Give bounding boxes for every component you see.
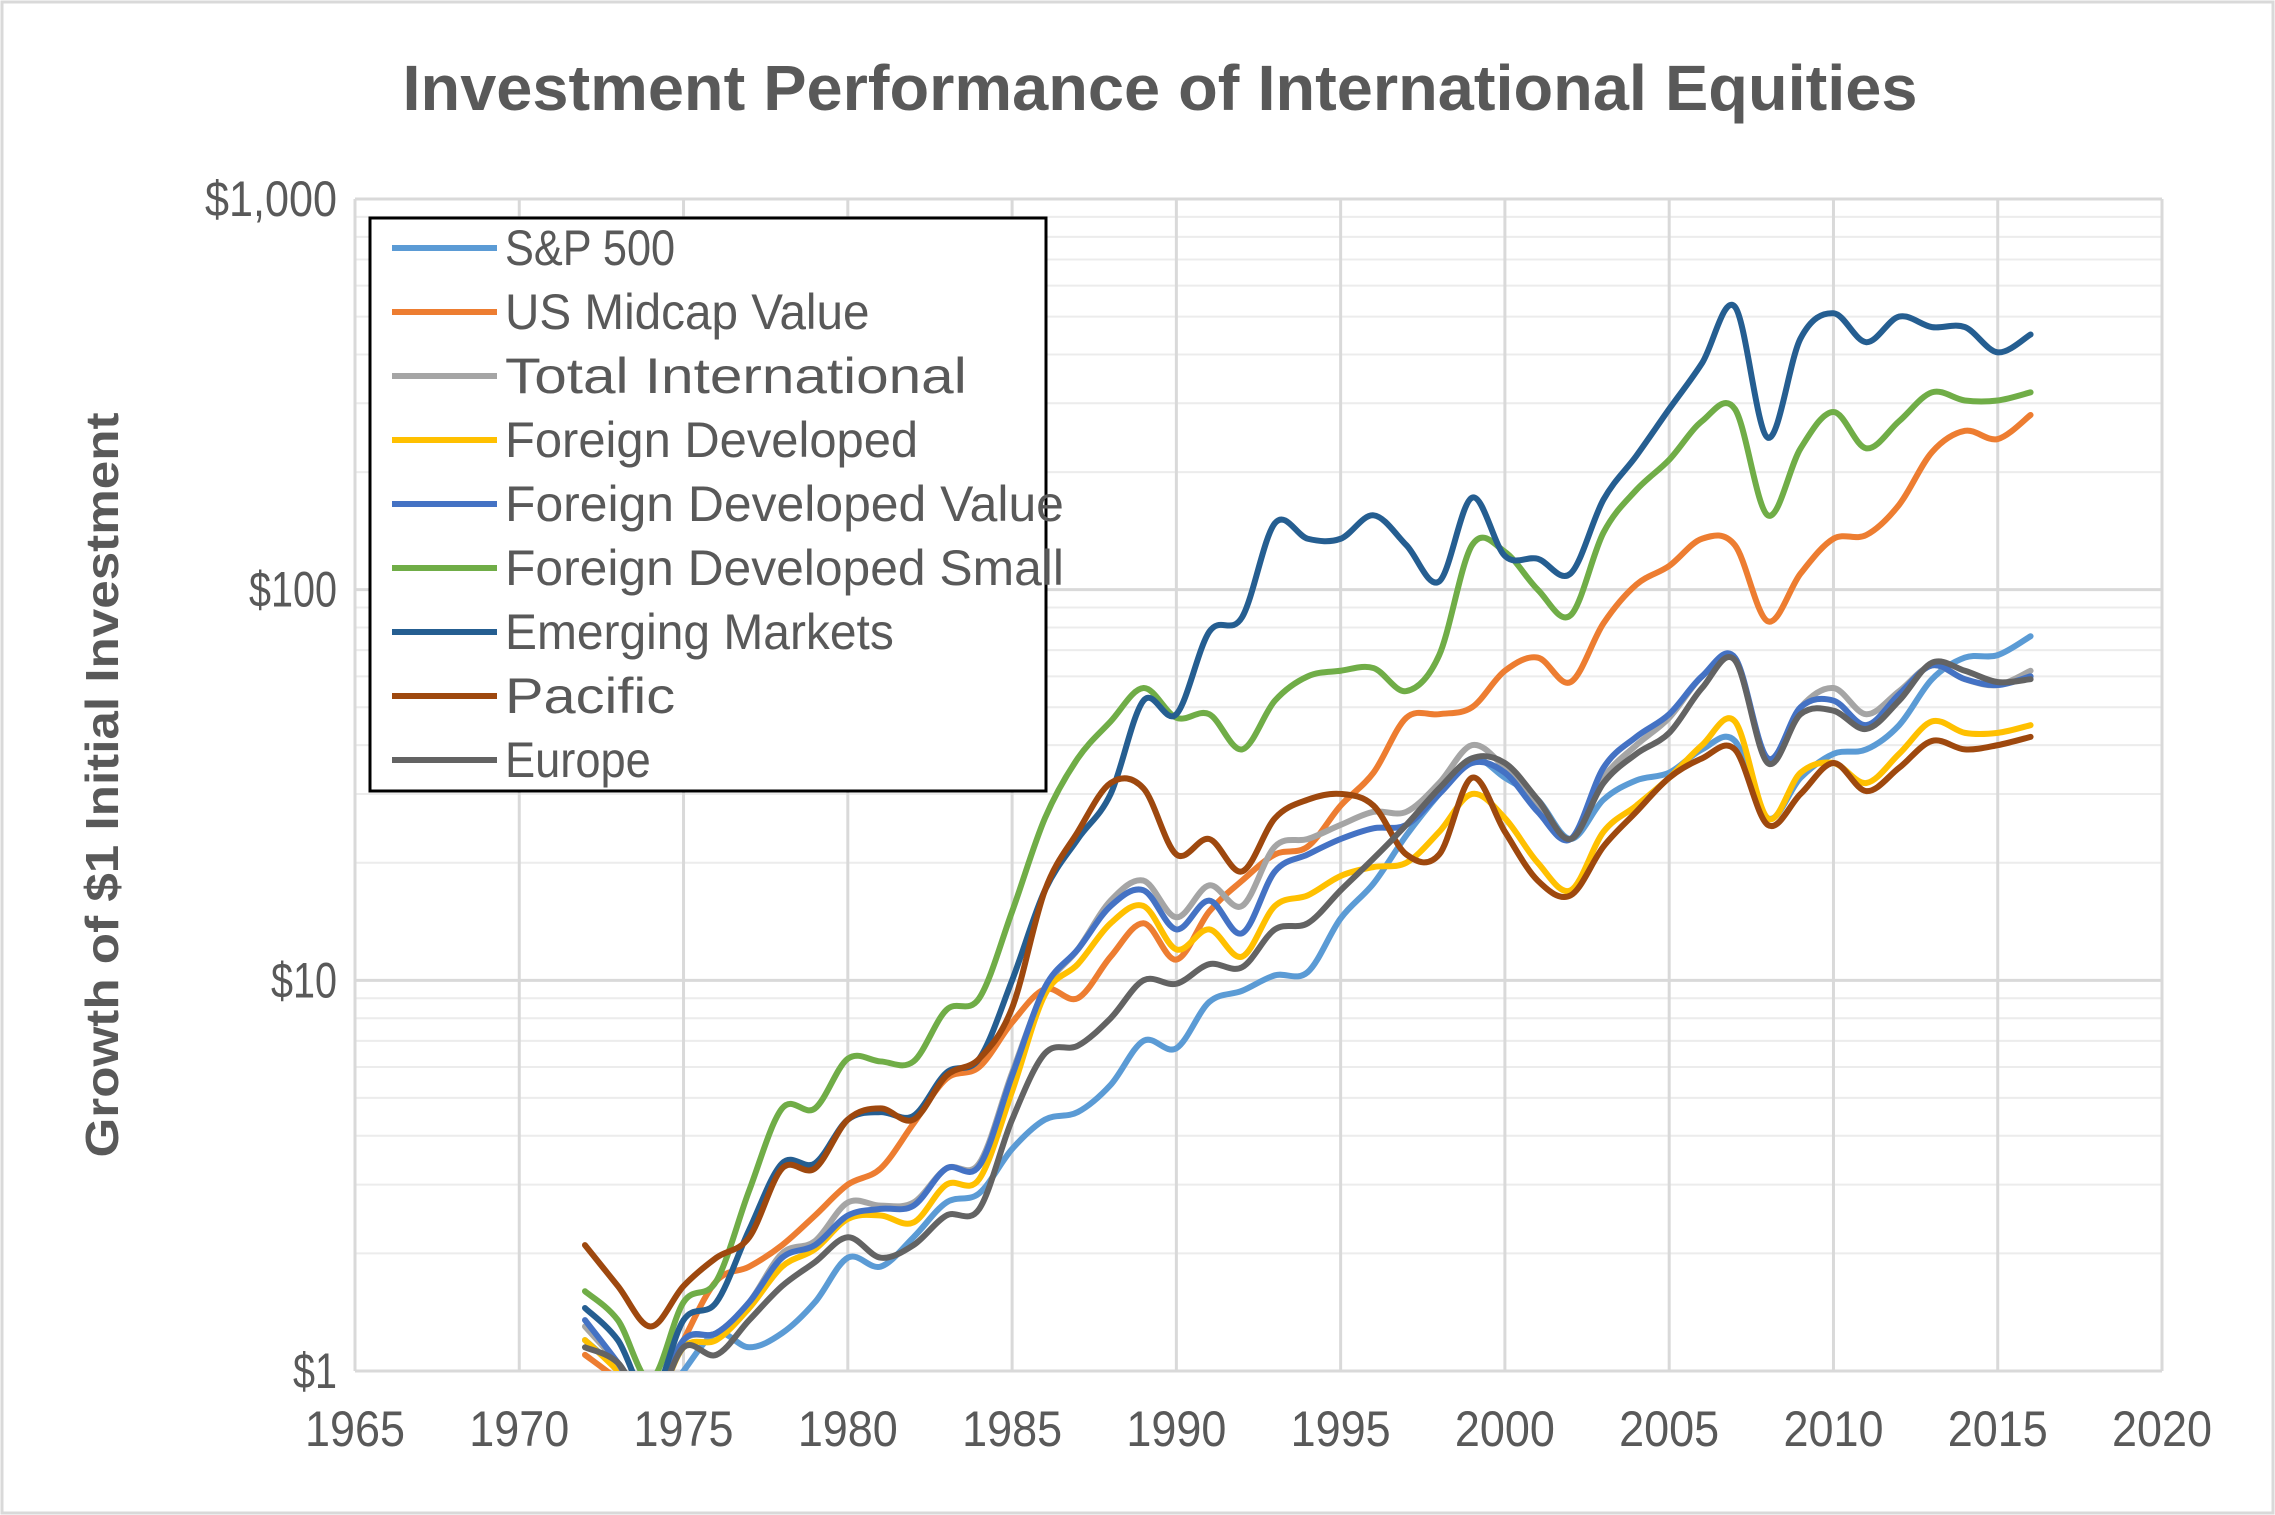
legend-label: Pacific bbox=[505, 668, 675, 724]
x-tick-label: 2020 bbox=[2112, 1401, 2212, 1457]
series-line-foreign-developed-small bbox=[581, 388, 2034, 1371]
legend-label: Foreign Developed bbox=[505, 412, 918, 468]
series-line-pacific bbox=[581, 733, 2034, 1330]
chart-title: Investment Performance of International … bbox=[403, 52, 1918, 124]
x-tick-label: 2010 bbox=[1783, 1401, 1883, 1457]
y-tick-label: $1,000 bbox=[205, 171, 337, 227]
legend-label: Total International bbox=[505, 348, 967, 404]
y-tick-label: $1 bbox=[293, 1343, 337, 1399]
legend-label: Emerging Markets bbox=[505, 604, 894, 660]
legend-label: US Midcap Value bbox=[505, 284, 870, 340]
x-tick-label: 2005 bbox=[1619, 1401, 1719, 1457]
x-axis-ticks: 1965 1970 1975 1980 1985 1990 1995 2000 2005 2010… bbox=[305, 1401, 2212, 1457]
x-tick-label: 1965 bbox=[305, 1401, 405, 1457]
x-tick-label: 1980 bbox=[798, 1401, 898, 1457]
x-tick-label: 1990 bbox=[1126, 1401, 1226, 1457]
series-line-us-midcap-value bbox=[581, 411, 2034, 1371]
series-line-europe bbox=[581, 654, 2034, 1371]
x-tick-label: 2015 bbox=[1948, 1401, 2048, 1457]
x-tick-label: 1970 bbox=[469, 1401, 569, 1457]
x-tick-label: 2000 bbox=[1455, 1401, 1555, 1457]
x-tick-label: 1985 bbox=[962, 1401, 1062, 1457]
y-tick-label: $10 bbox=[271, 952, 337, 1008]
y-axis-ticks: $1 $10 $100 $1,000 bbox=[205, 171, 337, 1399]
legend: S&P 500 US Midcap Value Total Internationa… bbox=[368, 216, 1064, 793]
y-axis-label: Growth of $1 Initial Investment bbox=[76, 413, 128, 1158]
series-lines bbox=[581, 301, 2034, 1371]
legend-label: Foreign Developed Value bbox=[505, 476, 1064, 532]
y-tick-label: $100 bbox=[249, 562, 337, 618]
legend-label: S&P 500 bbox=[505, 220, 675, 276]
x-tick-label: 1975 bbox=[634, 1401, 734, 1457]
x-tick-label: 1995 bbox=[1291, 1401, 1391, 1457]
legend-label: Foreign Developed Small bbox=[505, 540, 1064, 596]
legend-label: Europe bbox=[505, 732, 651, 788]
